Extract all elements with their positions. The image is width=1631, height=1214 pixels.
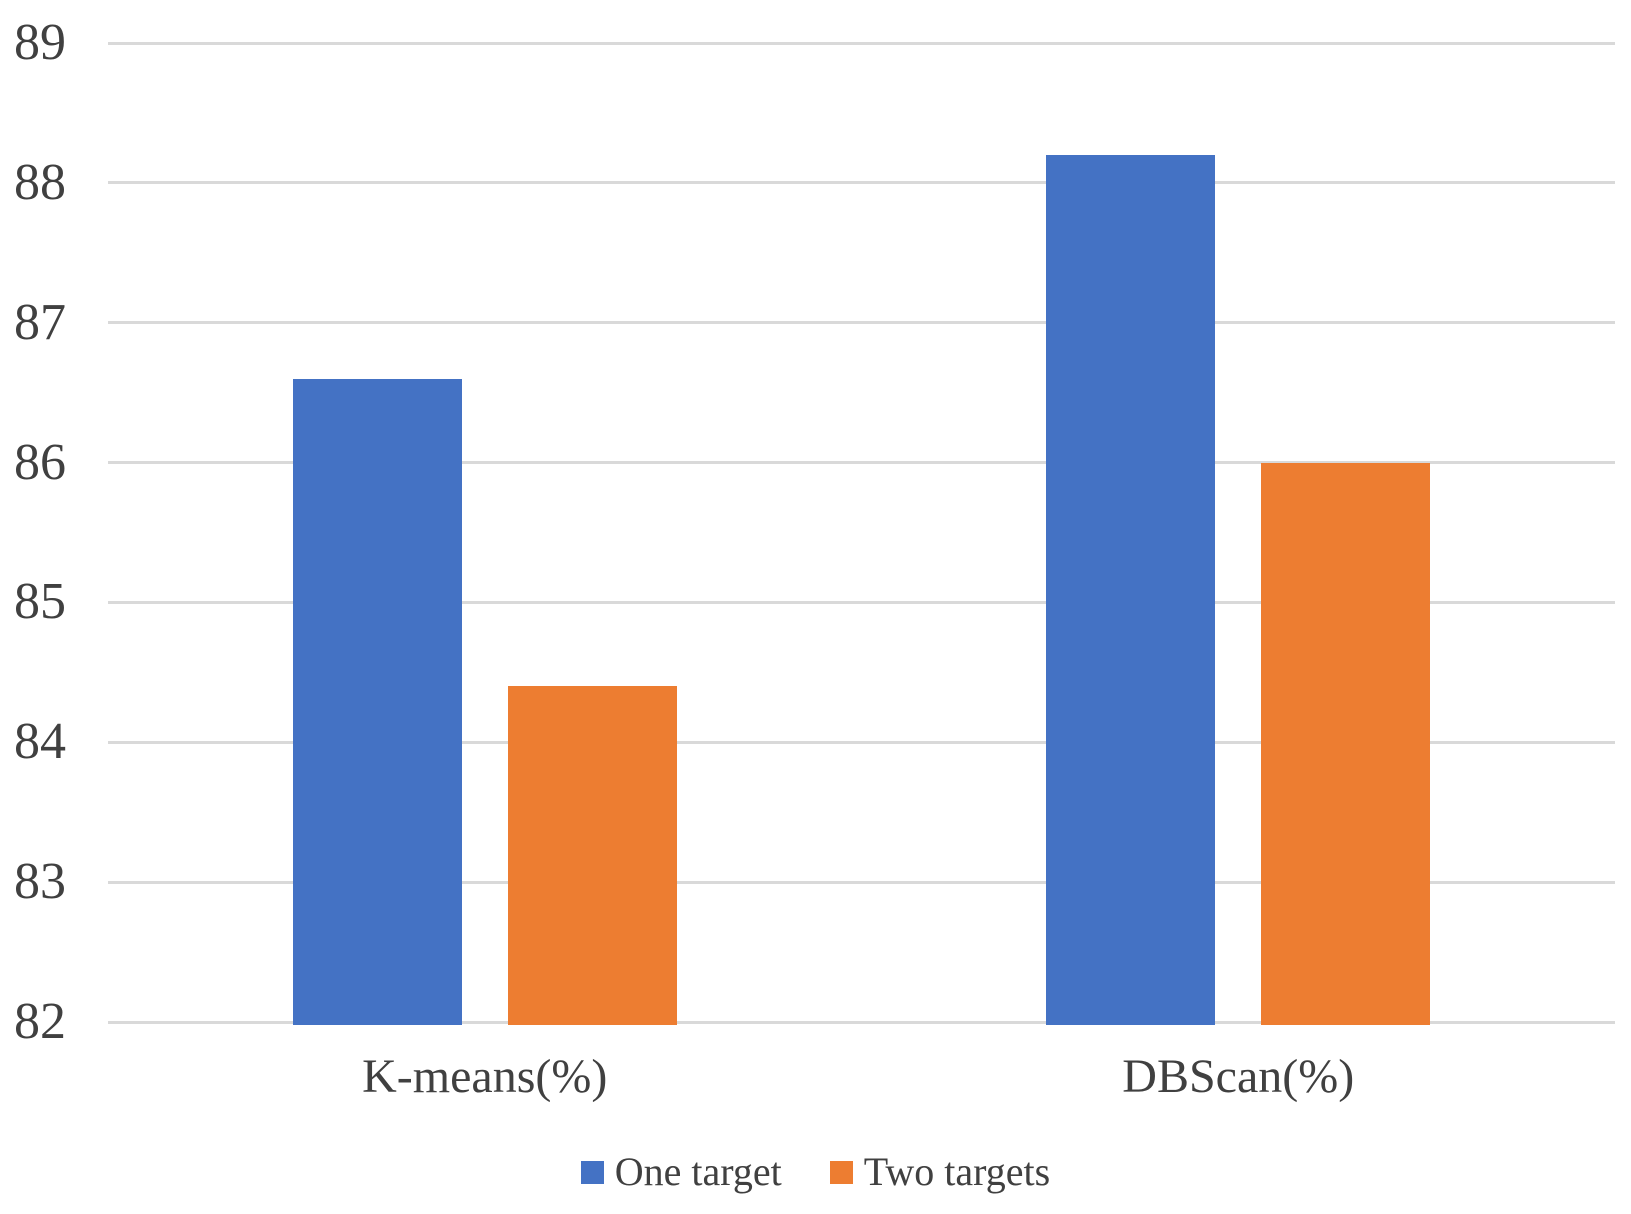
bar-one-target-kmeans xyxy=(292,378,462,1025)
y-tick-label-82: 82 xyxy=(14,993,66,1050)
gridline-89 xyxy=(108,41,1615,45)
legend-item-two-targets: Two targets xyxy=(829,1149,1051,1194)
legend-label-two-targets: Two targets xyxy=(863,1149,1051,1194)
gridline-82 xyxy=(108,1020,1615,1024)
y-tick-label-85: 85 xyxy=(14,573,66,631)
gridline-88 xyxy=(108,181,1615,185)
y-tick-label-83: 83 xyxy=(14,853,66,911)
y-tick-label-88: 88 xyxy=(14,153,66,211)
y-tick-label-89: 89 xyxy=(14,14,66,71)
bar-one-target-dbscan xyxy=(1046,154,1216,1025)
gridline-84 xyxy=(108,740,1615,744)
legend-swatch-one-target xyxy=(580,1160,604,1184)
bar-two-targets-dbscan xyxy=(1261,462,1431,1025)
x-axis-label-dbscan: DBScan(%) xyxy=(1122,1050,1355,1103)
gridline-85 xyxy=(108,600,1615,604)
bar-two-targets-kmeans xyxy=(507,686,677,1025)
x-axis-label-kmeans: K-means(%) xyxy=(362,1050,608,1103)
y-tick-label-86: 86 xyxy=(14,433,66,491)
legend-swatch-two-targets xyxy=(829,1160,853,1184)
legend-item-one-target: One target xyxy=(580,1149,782,1194)
legend-label-one-target: One target xyxy=(614,1149,782,1194)
gridline-87 xyxy=(108,321,1615,325)
y-tick-label-84: 84 xyxy=(14,713,66,771)
gridline-86 xyxy=(108,461,1615,465)
legend: One target Two targets xyxy=(0,1146,1631,1198)
gridline-83 xyxy=(108,880,1615,884)
y-tick-label-87: 87 xyxy=(14,293,66,351)
